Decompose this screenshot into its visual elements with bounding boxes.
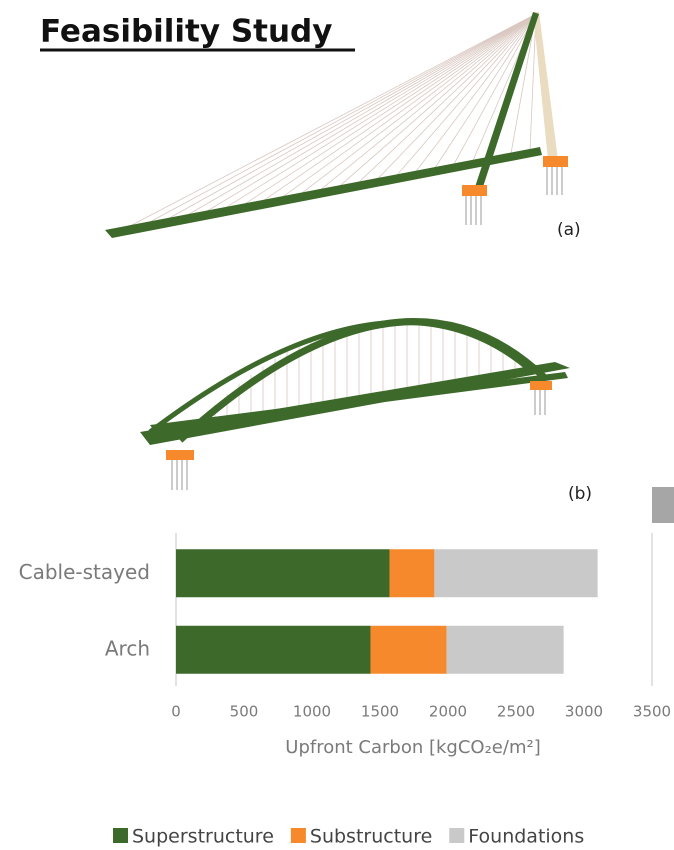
figure-label: (a) xyxy=(557,220,581,240)
cropped-element xyxy=(652,487,674,523)
arch-illustration xyxy=(140,322,570,490)
legend-swatch xyxy=(113,828,128,843)
x-tick-label: 1500 xyxy=(361,703,399,721)
bar-segment xyxy=(176,626,370,674)
bar-segment xyxy=(447,626,564,674)
cable xyxy=(435,14,536,168)
page: Feasibility Study (a) (b) Upfront Carbon… xyxy=(0,0,674,850)
x-tick-label: 500 xyxy=(230,703,259,721)
x-tick-label: 2500 xyxy=(497,703,535,721)
x-tick-label: 0 xyxy=(171,703,181,721)
pylon xyxy=(474,12,539,190)
y-tick-label: Cable-stayed xyxy=(19,560,150,584)
x-tick-label: 3500 xyxy=(633,703,671,721)
bar-segment xyxy=(434,549,597,597)
back-leg xyxy=(533,12,558,160)
legend-swatch xyxy=(291,828,306,843)
legend-swatch xyxy=(449,828,464,843)
legend-label: Substructure xyxy=(310,826,432,848)
bar-segment xyxy=(370,626,446,674)
x-tick-label: 2000 xyxy=(429,703,467,721)
bar-segment xyxy=(390,549,435,597)
legend-label: Foundations xyxy=(468,826,584,848)
x-tick-label: 3000 xyxy=(565,703,603,721)
figure-label: (b) xyxy=(568,484,592,504)
x-axis-title: Upfront Carbon [kgCO₂e/m²] xyxy=(285,737,540,758)
legend-label: Superstructure xyxy=(132,826,274,848)
x-tick-label: 1000 xyxy=(293,703,331,721)
bar-segment xyxy=(176,549,390,597)
cable xyxy=(301,14,536,193)
page-title: Feasibility Study xyxy=(40,14,332,50)
cable xyxy=(416,14,536,172)
y-tick-label: Arch xyxy=(105,636,150,660)
chart: Upfront Carbon [kgCO₂e/m²] 0 500 1000 1500 2… xyxy=(19,533,671,848)
